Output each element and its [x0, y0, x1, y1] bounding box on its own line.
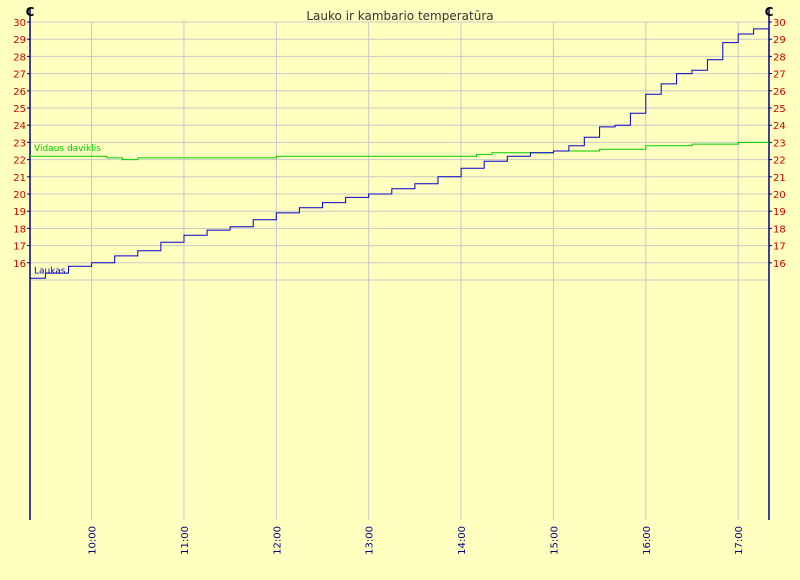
y-tick-label-left: 27	[13, 70, 26, 81]
x-tick-label: 17:00	[734, 526, 745, 555]
y-tick-label-right: 18	[773, 224, 786, 235]
y-tick-label-right: 29	[773, 35, 786, 46]
y-tick-label-left: 29	[13, 35, 26, 46]
x-tick-label: 11:00	[180, 526, 191, 555]
vertical-gridlines	[91, 22, 739, 520]
y-tick-label-left: 26	[13, 87, 26, 98]
y-tick-label-left: 25	[13, 104, 26, 115]
y-tick-label-right: 17	[773, 242, 786, 253]
y-tick-label-right: 24	[773, 121, 786, 132]
series-lines	[30, 22, 770, 279]
y-tick-label-right: 20	[773, 190, 786, 201]
y-tick-label-right: 26	[773, 87, 786, 98]
y-tick-label-right: 23	[773, 138, 786, 149]
y-tick-label-left: 16	[13, 259, 26, 270]
y-tick-label-left: 17	[13, 242, 26, 253]
y-tick-label-left: 21	[13, 173, 26, 184]
x-tick-label: 13:00	[365, 526, 376, 555]
y-tick-label-right: 21	[773, 173, 786, 184]
horizontal-gridlines	[27, 21, 772, 281]
y-tick-label-right: 27	[773, 70, 786, 81]
y-tick-label-left: 18	[13, 224, 26, 235]
y-tick-label-left: 30	[13, 18, 26, 29]
y-tick-label-right: 30	[773, 18, 786, 29]
x-tick-label: 16:00	[642, 526, 653, 555]
series-labels: Vidaus daviklis Laukas	[34, 144, 101, 276]
series-line-0	[30, 141, 769, 161]
x-tick-label: 10:00	[88, 526, 99, 555]
y-tick-label-right: 25	[773, 104, 786, 115]
y-tick-label-right: 16	[773, 259, 786, 270]
x-tick-label: 12:00	[272, 526, 283, 555]
y-tick-label-right: 22	[773, 156, 786, 167]
y-tick-label-right: 19	[773, 207, 786, 218]
right-unit-label: C	[765, 5, 774, 19]
y-tick-label-right: 28	[773, 52, 786, 63]
series-line-1	[30, 22, 770, 279]
y-tick-label-left: 28	[13, 52, 26, 63]
y-tick-label-left: 23	[13, 138, 26, 149]
series-label-1: Laukas	[34, 266, 66, 276]
right-y-tick-labels: 16 17 18 19 20 21 22 23 24 25 26 27 28 29 30	[773, 18, 786, 270]
y-tick-label-left: 22	[13, 156, 26, 167]
y-tick-label-left: 24	[13, 121, 26, 132]
chart-title: Lauko ir kambario temperatūra	[306, 9, 493, 23]
x-tick-label: 15:00	[549, 526, 560, 555]
y-tick-label-left: 19	[13, 207, 26, 218]
series-label-0: Vidaus daviklis	[34, 144, 101, 154]
x-tick-label: 14:00	[457, 526, 468, 555]
x-tick-labels: 10:00 11:00 12:00 13:00 14:00 15:00 16:00 17:00	[88, 526, 746, 555]
left-y-tick-labels: 16 17 18 19 20 21 22 23 24 25 26 27 28 29 30	[13, 18, 26, 270]
left-unit-label: C	[26, 5, 35, 19]
y-tick-label-left: 20	[13, 190, 26, 201]
